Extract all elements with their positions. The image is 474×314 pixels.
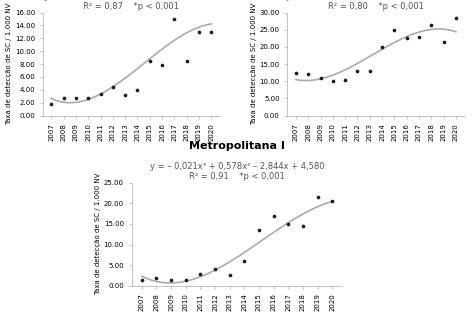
Text: y = – 0,014x³ + 0,360x² – 1,555x + 3,868: y = – 0,014x³ + 0,360x² – 1,555x + 3,868	[44, 0, 219, 1]
Point	[109, 84, 117, 89]
Point	[208, 30, 215, 35]
Point	[195, 30, 203, 35]
Text: R² = 0,80    *p < 0,001: R² = 0,80 *p < 0,001	[328, 2, 424, 11]
Point	[138, 278, 146, 283]
Point	[284, 221, 292, 226]
Point	[72, 95, 80, 100]
Point	[167, 277, 175, 282]
Point	[452, 15, 460, 20]
Y-axis label: Taxa de detecção de SC / 1.000 NV: Taxa de detecção de SC / 1.000 NV	[251, 3, 256, 125]
Point	[270, 213, 277, 218]
Point	[329, 79, 337, 84]
Point	[60, 95, 67, 100]
Point	[304, 72, 312, 77]
Text: R² = 0,91    *p < 0,001: R² = 0,91 *p < 0,001	[189, 172, 285, 181]
Point	[317, 75, 324, 80]
Point	[428, 22, 435, 27]
Y-axis label: Taxa de detecção de SC / 1.000 NV: Taxa de detecção de SC / 1.000 NV	[6, 3, 12, 125]
Point	[391, 27, 398, 32]
Point	[171, 17, 178, 22]
Y-axis label: Taxa de detecção de SC / 1.000 NV: Taxa de detecção de SC / 1.000 NV	[95, 173, 101, 295]
Point	[341, 77, 349, 82]
Point	[378, 44, 386, 49]
Point	[211, 267, 219, 272]
Text: y = – 0,021x³ + 0,578x² – 2,844x + 4,580: y = – 0,021x³ + 0,578x² – 2,844x + 4,580	[150, 162, 324, 171]
Text: R² = 0,87    *p < 0,001: R² = 0,87 *p < 0,001	[83, 2, 179, 11]
Point	[226, 273, 234, 278]
Point	[47, 101, 55, 106]
Point	[354, 68, 361, 73]
Point	[146, 58, 154, 63]
Point	[255, 228, 263, 233]
Point	[415, 34, 423, 39]
Point	[158, 63, 166, 68]
Point	[440, 39, 447, 44]
Point	[292, 70, 300, 75]
Point	[366, 68, 374, 73]
Point	[299, 224, 307, 229]
Point	[183, 58, 191, 63]
Point	[84, 95, 92, 100]
Point	[153, 276, 160, 281]
Point	[121, 93, 129, 98]
Point	[182, 277, 190, 282]
Text: y = – 0,024x³ + 0,520x² – 1,666x + 11,667: y = – 0,024x³ + 0,520x² – 1,666x + 11,66…	[286, 0, 466, 1]
Point	[240, 258, 248, 263]
Point	[197, 272, 204, 277]
Point	[328, 199, 336, 204]
Point	[314, 195, 321, 200]
Point	[97, 92, 104, 97]
Point	[134, 87, 141, 92]
Point	[403, 36, 410, 41]
Title: Metropolitana I: Metropolitana I	[189, 141, 285, 151]
